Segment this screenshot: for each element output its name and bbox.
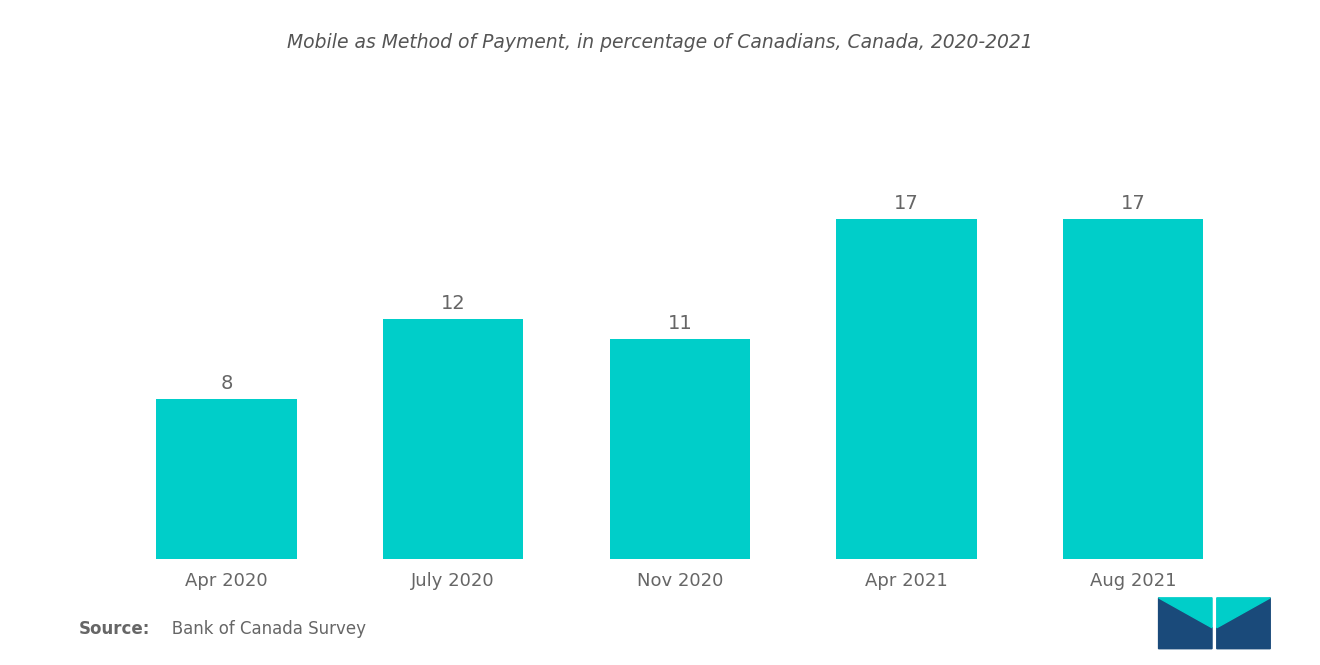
Bar — [610, 339, 750, 559]
Text: 11: 11 — [668, 314, 692, 333]
Text: 8: 8 — [220, 374, 232, 393]
Polygon shape — [1159, 598, 1212, 628]
Text: Source:: Source: — [79, 620, 150, 638]
Polygon shape — [1217, 598, 1270, 628]
Polygon shape — [1217, 598, 1270, 649]
Text: Bank of Canada Survey: Bank of Canada Survey — [156, 620, 366, 638]
Bar — [156, 399, 297, 559]
Text: 17: 17 — [894, 194, 919, 213]
Text: 17: 17 — [1121, 194, 1146, 213]
Text: Mobile as Method of Payment, in percentage of Canadians, Canada, 2020-2021: Mobile as Method of Payment, in percenta… — [288, 33, 1032, 53]
Bar — [1063, 219, 1204, 559]
Text: 12: 12 — [441, 294, 466, 313]
Polygon shape — [1159, 598, 1212, 649]
Bar — [836, 219, 977, 559]
Bar — [383, 319, 524, 559]
